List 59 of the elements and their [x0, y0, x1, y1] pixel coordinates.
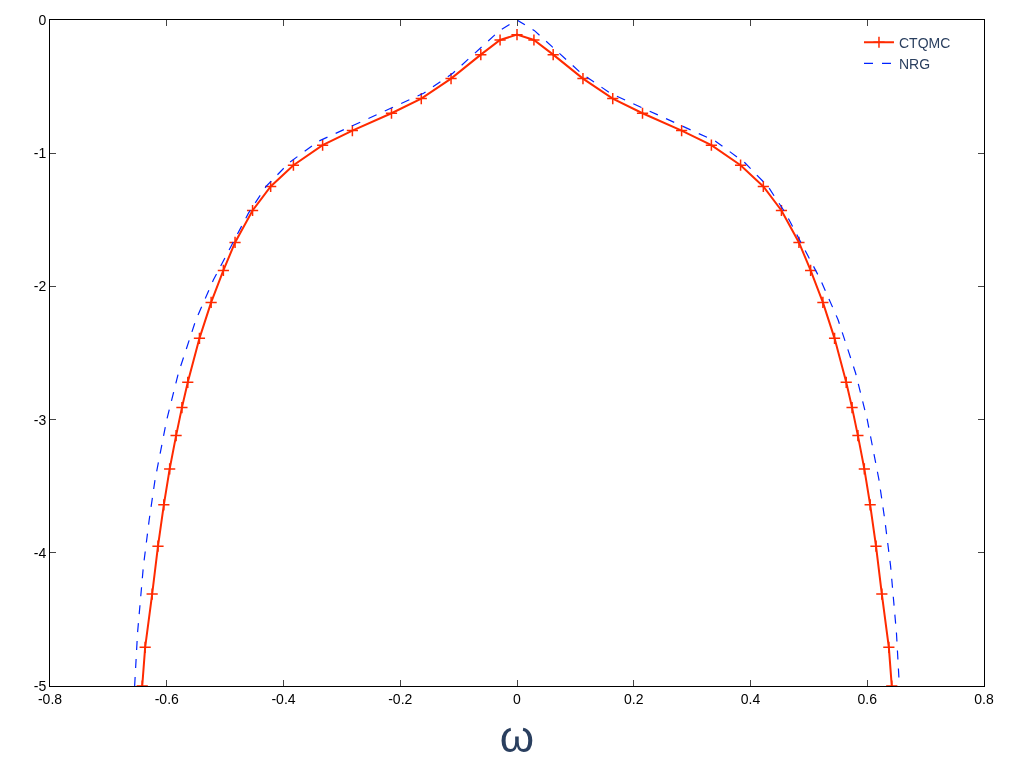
y-tick-label: -1: [33, 145, 47, 162]
point: [875, 587, 889, 601]
x-tick-label: -0.6: [154, 690, 180, 707]
point: [346, 124, 359, 137]
point: [546, 48, 560, 61]
point: [845, 401, 859, 414]
point: [157, 498, 171, 512]
point: [474, 48, 488, 61]
point: [576, 72, 590, 85]
point: [636, 106, 649, 120]
point: [204, 296, 218, 309]
point: [839, 375, 853, 389]
point: [705, 138, 718, 152]
point: [816, 296, 830, 309]
point: [175, 401, 189, 414]
y-tick-label: -3: [33, 411, 47, 428]
x-tick-label: 0.2: [624, 690, 644, 707]
x-tick-label: 0.6: [857, 690, 878, 707]
x-tick-label: -0.2: [388, 690, 413, 707]
point: [675, 124, 688, 137]
point: [527, 33, 541, 47]
legend-label: NRG: [898, 55, 931, 72]
point: [510, 28, 524, 41]
point: [316, 138, 329, 152]
point: [246, 204, 259, 217]
point: [228, 236, 242, 249]
point: [857, 462, 871, 476]
point: [606, 92, 620, 105]
point: [193, 332, 206, 345]
point: [444, 72, 458, 85]
point: [851, 429, 865, 442]
y-tick-label: -2: [33, 278, 47, 295]
x-tick-label: 0.4: [740, 690, 761, 707]
point: [385, 106, 398, 120]
x-tick-label: 0.8: [974, 690, 994, 707]
point: [869, 539, 883, 553]
point: [828, 332, 841, 345]
point: [151, 539, 165, 553]
y-tick-label: 0: [38, 11, 47, 28]
point: [734, 158, 747, 172]
point: [181, 375, 195, 389]
point: [163, 462, 177, 476]
point: [493, 33, 507, 47]
x-axis-title: ω: [499, 712, 535, 762]
x-tick-label: 0: [513, 690, 522, 707]
point: [287, 158, 300, 172]
point: [756, 180, 770, 193]
point: [138, 641, 152, 654]
x-tick-label: -0.4: [271, 690, 296, 707]
point: [145, 587, 159, 601]
point: [217, 264, 230, 277]
point: [775, 204, 788, 217]
y-tick-label: -4: [33, 544, 47, 561]
point: [169, 429, 183, 442]
point: [863, 498, 877, 512]
point: [792, 236, 806, 249]
point: [804, 264, 817, 277]
point: [882, 641, 896, 654]
legend-label: CTQMC: [898, 34, 951, 51]
